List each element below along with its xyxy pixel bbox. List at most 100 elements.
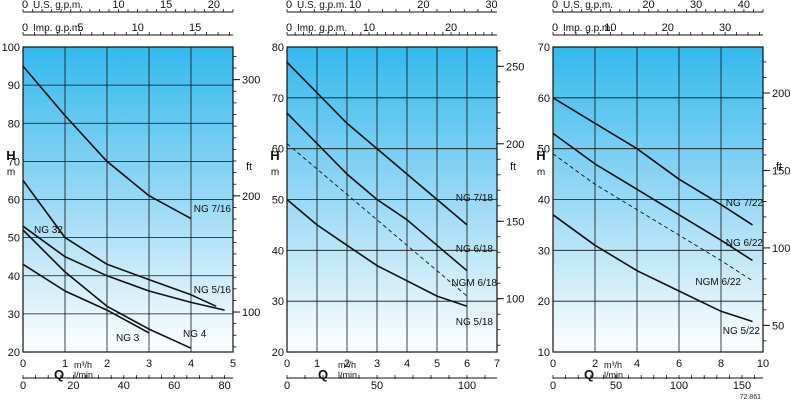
y-tick-label: 60 (272, 144, 284, 156)
ft-tick-label: 150 (506, 216, 524, 228)
top-tick-label: 30 (690, 0, 702, 11)
top-tick-label: 10 (112, 0, 124, 11)
x-tick-label: 6 (464, 358, 470, 370)
top-tick-label: 15 (160, 0, 172, 11)
top-tick-label: 30 (719, 22, 731, 34)
curve-ng-7-22 (552, 97, 753, 226)
curve-label: NG 7/18 (456, 193, 494, 204)
top-tick-label: 0 (552, 0, 558, 11)
curve-ng-5-18 (286, 198, 468, 308)
top-tick-label: 20 (642, 0, 654, 11)
top-tick-label: 20 (208, 0, 220, 11)
curve-ng-7-16 (22, 65, 192, 220)
top-tick-label: 0 (22, 0, 28, 11)
top-tick-label: 15 (189, 22, 201, 34)
x-axis-label: Q (584, 367, 594, 382)
top-scale-label: U.S. g.p.m. (297, 0, 347, 11)
y-tick-label: 30 (8, 309, 20, 321)
ft-axis-label: ft (246, 161, 252, 173)
lmin-tick-label: 0 (550, 380, 556, 392)
top-tick-label: 30 (485, 0, 497, 11)
lmin-tick-label: 50 (371, 380, 383, 392)
curve-label: NG 4 (183, 329, 207, 340)
lmin-tick-label: 0 (20, 380, 26, 392)
curve-ngm-6-22 (552, 153, 753, 282)
top-scale-label: Imp. g.p.m. (33, 23, 83, 34)
ft-tick-label: 100 (242, 307, 260, 319)
y-axis-unit: m (537, 167, 545, 178)
x-tick-label: 4 (188, 358, 194, 370)
y-tick-label: 80 (272, 42, 284, 54)
x-unit-m3h: m³/h (338, 360, 356, 370)
lmin-tick-label: 20 (67, 380, 79, 392)
x-tick-label: 7 (494, 358, 500, 370)
curve-label: NG 6/18 (456, 244, 494, 255)
y-tick-label: 40 (8, 271, 20, 283)
x-tick-label: 2 (592, 358, 598, 370)
top-scale-label: Imp. g.p.m. (563, 23, 613, 34)
y-axis-label: H (6, 148, 15, 163)
curve-label: NG 5/16 (194, 285, 232, 296)
x-axis-label: Q (318, 367, 328, 382)
lmin-tick-label: 60 (168, 380, 180, 392)
ft-tick-label: 200 (242, 191, 260, 203)
top-tick-label: 10 (132, 22, 144, 34)
curve-ng-3 (22, 263, 150, 334)
top-scale-label: Imp. g.p.m. (297, 23, 347, 34)
x-tick-label: 1 (62, 358, 68, 370)
y-tick-label: 40 (272, 245, 284, 257)
curve-label: NG 7/16 (194, 204, 232, 215)
ft-tick-label: 100 (772, 243, 790, 255)
ft-axis-label: ft (510, 161, 516, 173)
top-tick-label: 0 (286, 22, 292, 34)
y-tick-label: 100 (2, 42, 20, 54)
y-tick-label: 50 (538, 144, 550, 156)
top-tick-label: 0 (22, 22, 28, 34)
ft-tick-label: 200 (772, 88, 790, 100)
x-unit-lmin: l/min (74, 370, 93, 380)
x-tick-label: 10 (757, 358, 769, 370)
y-tick-label: 10 (538, 347, 550, 359)
x-tick-label: 0 (284, 358, 290, 370)
x-tick-label: 6 (676, 358, 682, 370)
y-tick-label: 70 (538, 42, 550, 54)
plot-frame (552, 46, 764, 353)
lmin-tick-label: 150 (733, 380, 751, 392)
x-axis-label: Q (54, 367, 64, 382)
curve-ng-5-22 (552, 214, 753, 323)
curve-label: NGM 6/22 (695, 277, 741, 288)
y-tick-label: 90 (8, 80, 20, 92)
curve-ng-32 (22, 225, 225, 311)
lmin-tick-label: 40 (118, 380, 130, 392)
top-tick-label: 0 (552, 22, 558, 34)
y-tick-label: 20 (272, 347, 284, 359)
curve-ng-7-18 (286, 61, 468, 226)
top-scale-label: U.S. g.p.m. (33, 0, 83, 11)
x-tick-label: 5 (434, 358, 440, 370)
x-tick-label: 1 (314, 358, 320, 370)
curve-label: NGM 6/18 (451, 278, 497, 289)
curve-ng-6-22 (552, 132, 753, 262)
x-unit-m3h: m³/h (74, 360, 92, 370)
curve-label: NG 7/22 (726, 198, 764, 209)
x-tick-label: 0 (20, 358, 26, 370)
curve-ng-5-16 (22, 179, 217, 308)
x-tick-label: 2 (344, 358, 350, 370)
y-tick-label: 50 (272, 195, 284, 207)
y-tick-label: 20 (8, 347, 20, 359)
y-tick-label: 70 (8, 156, 20, 168)
y-tick-label: 40 (538, 195, 550, 207)
top-tick-label: 20 (445, 22, 457, 34)
top-tick-label: 5 (77, 22, 83, 34)
figure-code: 72.861 (739, 394, 761, 401)
lmin-tick-label: 100 (670, 380, 688, 392)
x-tick-label: 8 (718, 358, 724, 370)
top-tick-label: 10 (604, 22, 616, 34)
top-tick-label: 10 (363, 22, 375, 34)
lmin-tick-label: 100 (458, 380, 476, 392)
ft-tick-label: 250 (506, 61, 524, 73)
curve-ngm-6-18 (286, 143, 468, 297)
y-tick-label: 50 (8, 233, 20, 245)
